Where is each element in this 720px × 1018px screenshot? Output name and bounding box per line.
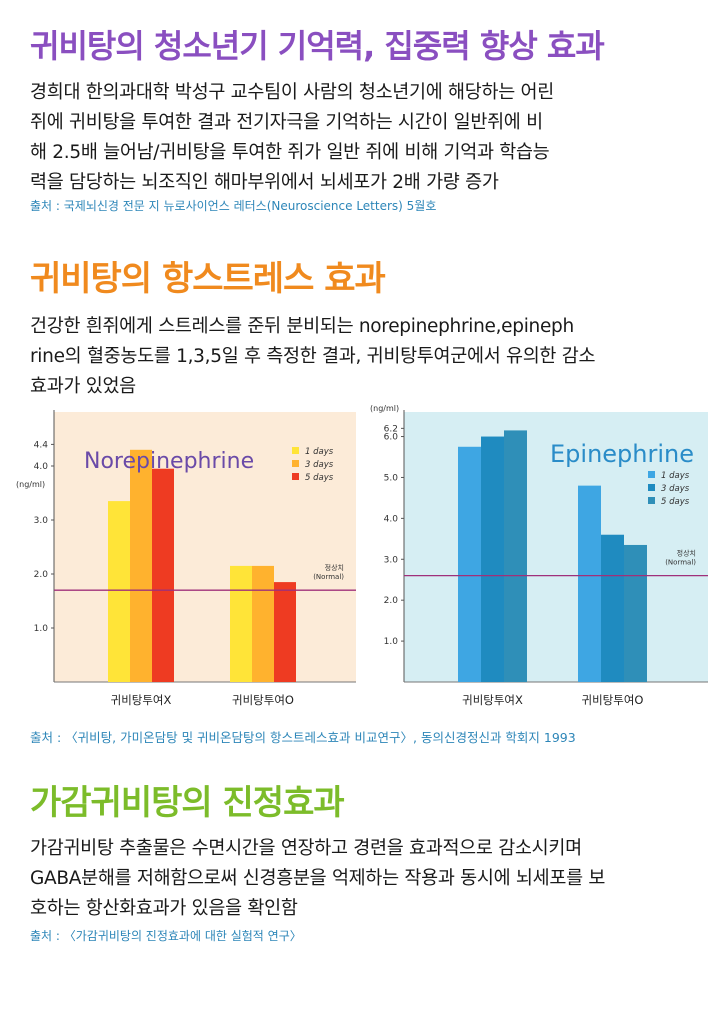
x-category-label: 귀비탕투여X <box>111 693 172 707</box>
legend-swatch <box>648 497 655 504</box>
bar-1-3-days <box>481 436 504 682</box>
section1-source: 출처 : 국제뇌신경 전문 지 뉴로사이언스 레터스(Neuroscience … <box>30 199 437 213</box>
bar-2-5-days <box>274 582 296 682</box>
bar-2-1-days <box>230 565 252 682</box>
legend-label: 5 days <box>661 497 690 507</box>
y-tick-label: 4.4 <box>34 440 49 450</box>
normal-label-en: (Normal) <box>665 559 696 567</box>
x-category-label: 귀비탕투여X <box>462 693 523 707</box>
y-axis-unit-label: (ng/ml) <box>370 404 399 413</box>
bar-2-3-days <box>252 565 274 682</box>
bar-1-1-days <box>458 446 481 682</box>
y-tick-label: 1.0 <box>34 624 49 634</box>
y-axis-unit-label: (ng/ml) <box>16 480 45 489</box>
section2-body: 건강한 흰쥐에게 스트레스를 준뒤 분비되는 norepinephrine,ep… <box>30 316 596 397</box>
bar-1-1-days <box>108 501 130 682</box>
section1-body: 경희대 한의과대학 박성구 교수팀이 사람의 청소년기에 해당하는 어린 쥐에 … <box>30 82 554 193</box>
section3-body: 가감귀비탕 추출물은 수면시간을 연장하고 경련을 효과적으로 감소시키며 GA… <box>30 838 606 919</box>
bar-2-1-days <box>578 485 601 682</box>
bar-1-3-days <box>130 449 152 682</box>
x-category-label: 귀비탕투여O <box>582 693 644 707</box>
legend-swatch <box>292 473 299 480</box>
legend-label: 1 days <box>661 471 690 481</box>
section2-source: 출처 : 〈귀비탕, 가미온담탕 및 귀비온담탕의 항스트레스효과 비교연구〉,… <box>30 730 576 745</box>
normal-label: 정상치 <box>325 563 344 572</box>
epinephrine-chart: (ng/ml) 1.0 2.0 3.0 4.0 5.0 6.0 6.2 귀비탕투여X 귀비탕투여O… <box>370 402 710 714</box>
epinephrine-chart-svg: (ng/ml) 1.0 2.0 3.0 4.0 5.0 6.06.2 귀비탕투여X 귀비탕투여O… <box>370 404 708 707</box>
y-tick-label: 2.0 <box>34 570 49 580</box>
legend-label: 3 days <box>661 484 690 494</box>
normal-label-en: (Normal) <box>313 573 344 581</box>
chart-title: Norepinephrine <box>84 449 254 474</box>
norepinephrine-chart-svg: (ng/ml) 1.0 2.0 3.0 4.0 4.4 귀비탕투여X 귀비탕투여O 정상치(No… <box>16 410 356 707</box>
y-tick-label: 5.0 <box>384 473 399 483</box>
bar-2-5-days <box>624 544 647 682</box>
bar-1-5-days <box>504 430 527 682</box>
section2-title: 귀비탕의 항스트레스 효과 <box>30 259 386 299</box>
legend-label: 5 days <box>305 473 334 483</box>
section3-title: 가감귀비탕의 진정효과 <box>30 783 345 823</box>
y-tick-label: 6.2 <box>384 424 398 434</box>
plot-area <box>404 412 708 682</box>
y-tick-label: 2.0 <box>384 596 399 606</box>
legend-swatch <box>648 484 655 491</box>
chart-title: Epinephrine <box>550 440 694 468</box>
legend-swatch <box>292 447 299 454</box>
y-tick-label: 6.0 <box>384 433 399 443</box>
y-tick-label: 4.0 <box>34 462 49 472</box>
bar-1-5-days <box>152 468 174 682</box>
y-tick-label: 3.0 <box>384 555 399 565</box>
section3-source: 출처 : 〈가감귀비탕의 진정효과에 대한 실험적 연구〉 <box>30 929 302 943</box>
y-tick-label: 4.0 <box>384 514 399 524</box>
plot-area <box>54 412 356 682</box>
normal-label: 정상치 <box>677 549 696 558</box>
norepinephrine-chart: (ng/ml) 1.0 2.0 3.0 4.0 4.4 귀비탕투여X 귀비탕투여O 정상치 (No… <box>14 402 372 714</box>
y-tick-label: 3.0 <box>34 516 49 526</box>
section1-title: 귀비탕의 청소년기 기억력, 집중력 향상 효과 <box>30 27 605 65</box>
legend-label: 1 days <box>305 447 334 457</box>
x-category-label: 귀비탕투여O <box>232 693 294 707</box>
legend-swatch <box>292 460 299 467</box>
legend-swatch <box>648 471 655 478</box>
y-tick-label: 1.0 <box>384 637 399 647</box>
bar-2-3-days <box>601 534 624 682</box>
legend-label: 3 days <box>305 460 334 470</box>
